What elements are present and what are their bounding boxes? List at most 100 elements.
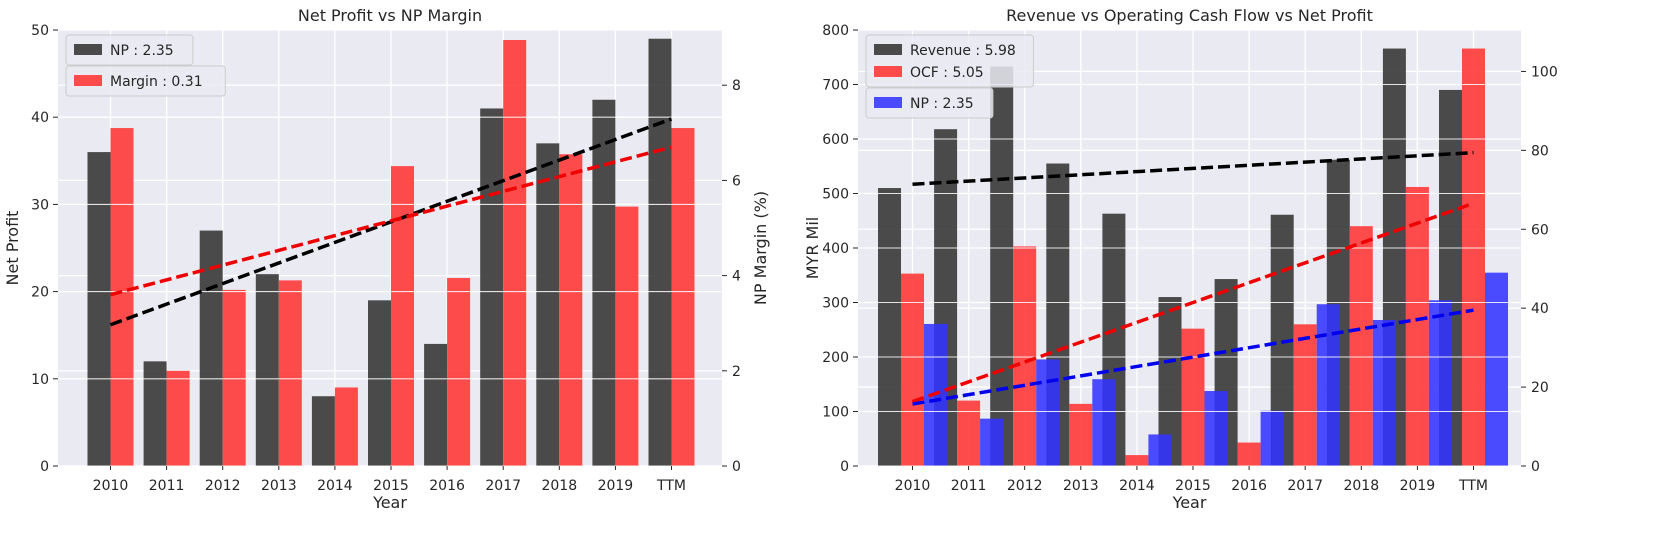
chart-title: Net Profit vs NP Margin bbox=[298, 6, 482, 25]
legend bbox=[865, 34, 1034, 88]
ytick-right-label: 40 bbox=[1531, 301, 1549, 317]
trendline bbox=[110, 145, 672, 297]
bar bbox=[334, 387, 358, 466]
x-axis-label: Year bbox=[1172, 493, 1207, 512]
xtick-label: 2014 bbox=[317, 478, 353, 494]
trendline bbox=[911, 201, 1475, 404]
bar bbox=[1069, 403, 1093, 466]
xtick-label: 2017 bbox=[1287, 478, 1323, 494]
legend-swatch bbox=[874, 44, 902, 55]
xtick-label: 2016 bbox=[1231, 478, 1267, 494]
trendline bbox=[912, 308, 1474, 406]
ytick-label: 500 bbox=[822, 187, 849, 203]
bar bbox=[311, 396, 335, 466]
bar bbox=[671, 128, 695, 466]
legend-label: Margin : 0.31 bbox=[110, 74, 203, 90]
bar bbox=[559, 154, 583, 466]
bar bbox=[199, 230, 223, 466]
bar bbox=[480, 108, 504, 466]
ytick-right-label: 100 bbox=[1531, 64, 1558, 80]
xtick-label: 2015 bbox=[373, 478, 409, 494]
xtick-label: 2019 bbox=[1400, 478, 1436, 494]
ytick-right-label: 2 bbox=[732, 364, 741, 380]
bar bbox=[1462, 48, 1485, 466]
ytick-label: 50 bbox=[31, 23, 49, 39]
legend-swatch bbox=[874, 66, 902, 77]
bar bbox=[1125, 455, 1149, 466]
x-axis-label: Year bbox=[372, 493, 407, 512]
bar bbox=[1204, 391, 1228, 466]
xtick-label: 2011 bbox=[149, 478, 185, 494]
xtick-label: 2010 bbox=[895, 478, 931, 494]
bar bbox=[1181, 328, 1205, 466]
legend-label: NP : 2.35 bbox=[110, 43, 174, 59]
bar bbox=[592, 99, 616, 466]
ytick-label: 10 bbox=[31, 372, 49, 388]
xtick-label: 2014 bbox=[1119, 478, 1155, 494]
bar bbox=[980, 418, 1004, 466]
ytick-label: 40 bbox=[31, 110, 49, 126]
xtick-label: 2010 bbox=[93, 478, 129, 494]
ytick-label: 0 bbox=[840, 459, 849, 475]
bar bbox=[503, 39, 527, 466]
ytick-label: 300 bbox=[822, 296, 849, 312]
bar bbox=[278, 280, 302, 466]
bar bbox=[615, 206, 639, 466]
bar bbox=[1405, 186, 1429, 466]
bar bbox=[424, 343, 448, 466]
bar bbox=[1148, 434, 1172, 466]
bar bbox=[901, 273, 924, 466]
ytick-label: 700 bbox=[822, 78, 849, 94]
legend-label: OCF : 5.05 bbox=[910, 65, 984, 81]
xtick-label: TTM bbox=[656, 478, 686, 494]
bar bbox=[1485, 272, 1508, 466]
ytick-label: 30 bbox=[31, 197, 49, 213]
xtick-label: 2012 bbox=[1007, 478, 1043, 494]
xtick-label: TTM bbox=[1458, 478, 1488, 494]
ytick-right-label: 60 bbox=[1531, 222, 1549, 238]
bar bbox=[990, 66, 1014, 466]
bar bbox=[1092, 379, 1116, 466]
ytick-label: 100 bbox=[822, 405, 849, 421]
xtick-label: 2018 bbox=[541, 478, 577, 494]
bar bbox=[1270, 214, 1294, 466]
bar bbox=[87, 152, 111, 466]
ytick-right-label: 8 bbox=[732, 78, 741, 94]
ytick-right-label: 0 bbox=[1531, 459, 1540, 475]
y-axis-label: Net Profit bbox=[3, 211, 22, 286]
bar bbox=[255, 274, 279, 466]
ytick-right-label: 4 bbox=[732, 269, 741, 285]
y-axis-label: MYR Mil bbox=[803, 217, 822, 279]
xtick-label: 2015 bbox=[1175, 478, 1211, 494]
bar bbox=[1158, 297, 1182, 466]
ytick-label: 0 bbox=[40, 459, 49, 475]
bar bbox=[1293, 324, 1317, 466]
ytick-right-label: 80 bbox=[1531, 143, 1549, 159]
bar bbox=[957, 400, 981, 466]
bar bbox=[368, 300, 391, 466]
xtick-label: 2013 bbox=[261, 478, 297, 494]
bar bbox=[878, 188, 901, 467]
xtick-label: 2019 bbox=[598, 478, 634, 494]
legend-swatch bbox=[74, 44, 102, 55]
legend-label: NP : 2.35 bbox=[910, 96, 974, 112]
bar bbox=[648, 38, 672, 466]
bar bbox=[110, 128, 134, 466]
bar bbox=[1036, 359, 1060, 466]
bar bbox=[1349, 226, 1373, 466]
bar bbox=[1428, 300, 1452, 466]
bar bbox=[166, 370, 190, 466]
xtick-label: 2013 bbox=[1063, 478, 1099, 494]
legend bbox=[65, 34, 194, 66]
bar bbox=[536, 143, 560, 467]
ytick-label: 800 bbox=[822, 23, 849, 39]
ytick-label: 400 bbox=[822, 241, 849, 257]
y-axis-right-label: NP Margin (%) bbox=[751, 191, 770, 305]
ytick-right-label: 0 bbox=[732, 459, 741, 475]
xtick-label: 2017 bbox=[485, 478, 521, 494]
bar bbox=[143, 361, 167, 466]
bar bbox=[1372, 320, 1396, 466]
ytick-right-label: 20 bbox=[1531, 380, 1549, 396]
